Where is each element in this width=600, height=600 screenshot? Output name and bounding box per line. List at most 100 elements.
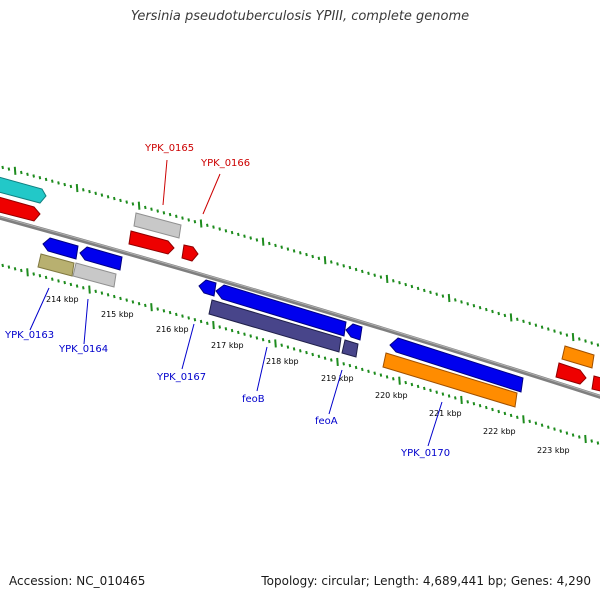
- minor-tick: [423, 288, 426, 293]
- scale-label-217: 217 kbp: [211, 341, 244, 350]
- minor-tick: [565, 333, 569, 337]
- minor-tick: [237, 232, 240, 237]
- minor-tick: [137, 302, 141, 306]
- minor-tick: [255, 238, 259, 242]
- minor-tick: [69, 282, 73, 287]
- minor-tick: [156, 307, 159, 311]
- minor-tick: [361, 367, 364, 372]
- minor-tick: [404, 282, 407, 287]
- cds-red-right[interactable]: [555, 362, 587, 385]
- minor-tick: [292, 249, 296, 253]
- major-tick: [323, 256, 327, 265]
- connector-ypk0163: [29, 287, 50, 331]
- minor-tick: [361, 269, 364, 274]
- minor-tick: [311, 352, 314, 357]
- cds-feob[interactable]: [208, 299, 342, 353]
- scale-labels: 214 kbp 215 kbp 216 kbp 217 kbp 218 kbp …: [46, 295, 570, 455]
- minor-tick: [63, 280, 66, 285]
- gene-label-ypk0170[interactable]: YPK_0170: [400, 448, 450, 459]
- minor-tick: [249, 236, 252, 240]
- gene-label-ypk0163[interactable]: YPK_0163: [4, 330, 54, 341]
- minor-tick: [590, 439, 593, 443]
- minor-tick: [100, 291, 104, 295]
- minor-tick: [1, 263, 4, 268]
- minor-tick: [503, 411, 507, 416]
- cds-ypk0170-blue[interactable]: [389, 337, 524, 393]
- gene-label-ypk0166[interactable]: YPK_0166: [200, 158, 250, 169]
- minor-tick: [540, 325, 544, 329]
- tick-row-bottom: [1, 263, 600, 445]
- cds-ypk0170[interactable]: [382, 352, 518, 408]
- gene-label-ypk0164[interactable]: YPK_0164: [58, 344, 108, 355]
- minor-tick: [516, 317, 519, 321]
- connector-ypk0165: [162, 159, 168, 206]
- major-tick: [460, 395, 463, 404]
- minor-tick: [187, 316, 190, 320]
- minor-tick: [398, 281, 401, 285]
- minor-tick: [578, 337, 581, 341]
- minor-tick: [590, 341, 593, 345]
- cds-orange-right[interactable]: [561, 345, 595, 369]
- major-tick: [261, 237, 265, 246]
- cds-ypk0166[interactable]: [181, 244, 199, 262]
- minor-tick: [596, 441, 600, 445]
- minor-tick: [336, 262, 339, 266]
- minor-tick: [224, 229, 228, 233]
- cds-cyan-left[interactable]: [0, 176, 47, 204]
- minor-tick: [379, 373, 383, 377]
- gene-label-ypk0167[interactable]: YPK_0167: [156, 372, 206, 383]
- gene-label-feob[interactable]: feoB: [242, 394, 265, 405]
- cds-feoa[interactable]: [341, 339, 359, 358]
- cds-red-mid[interactable]: [128, 230, 175, 255]
- gene-label-feoa[interactable]: feoA: [315, 416, 338, 427]
- minor-tick: [491, 309, 494, 314]
- minor-tick: [497, 409, 500, 414]
- minor-tick: [286, 345, 290, 349]
- major-tick: [398, 376, 401, 385]
- minor-tick: [218, 325, 221, 329]
- minor-tick: [516, 415, 519, 419]
- minor-tick: [131, 300, 135, 304]
- major-tick: [447, 293, 451, 303]
- minor-tick: [534, 323, 538, 327]
- minor-tick: [156, 209, 159, 213]
- minor-tick: [193, 318, 197, 322]
- minor-tick: [32, 272, 35, 276]
- minor-tick: [1, 165, 4, 170]
- cds-feoa-blue[interactable]: [345, 323, 363, 341]
- minor-tick: [20, 268, 23, 273]
- scale-label-214: 214 kbp: [46, 295, 79, 304]
- minor-tick: [243, 234, 246, 238]
- cds-feob-blue[interactable]: [215, 284, 347, 337]
- minor-tick: [534, 421, 538, 425]
- minor-tick: [119, 296, 122, 301]
- minor-tick: [330, 260, 333, 264]
- cds-ypk0167[interactable]: [198, 279, 217, 297]
- major-tick: [385, 274, 389, 283]
- minor-tick: [435, 390, 438, 394]
- cds-ypk0163[interactable]: [37, 253, 75, 277]
- minor-tick: [429, 388, 432, 392]
- minor-tick: [528, 321, 531, 325]
- minor-tick: [26, 172, 29, 176]
- minor-tick: [373, 371, 376, 375]
- minor-tick: [57, 279, 60, 283]
- minor-tick: [261, 338, 265, 342]
- gene-label-ypk0165[interactable]: YPK_0165: [144, 143, 194, 154]
- minor-tick: [311, 254, 314, 259]
- minor-tick: [292, 347, 296, 351]
- minor-tick: [230, 230, 234, 235]
- cds-ypk0163-blue[interactable]: [42, 237, 79, 260]
- minor-tick: [485, 307, 488, 312]
- cds-ypk0165[interactable]: [133, 212, 182, 239]
- cds-red-edge[interactable]: [591, 375, 600, 392]
- scale-label-219: 219 kbp: [321, 374, 354, 383]
- cds-red-left[interactable]: [0, 196, 41, 222]
- genome-backbone: [0, 215, 600, 399]
- cds-ypk0164-blue[interactable]: [79, 246, 123, 271]
- minor-tick: [553, 329, 556, 333]
- minor-tick: [150, 207, 153, 211]
- cds-ypk0164[interactable]: [72, 262, 117, 288]
- minor-tick: [596, 343, 600, 347]
- minor-tick: [51, 179, 54, 183]
